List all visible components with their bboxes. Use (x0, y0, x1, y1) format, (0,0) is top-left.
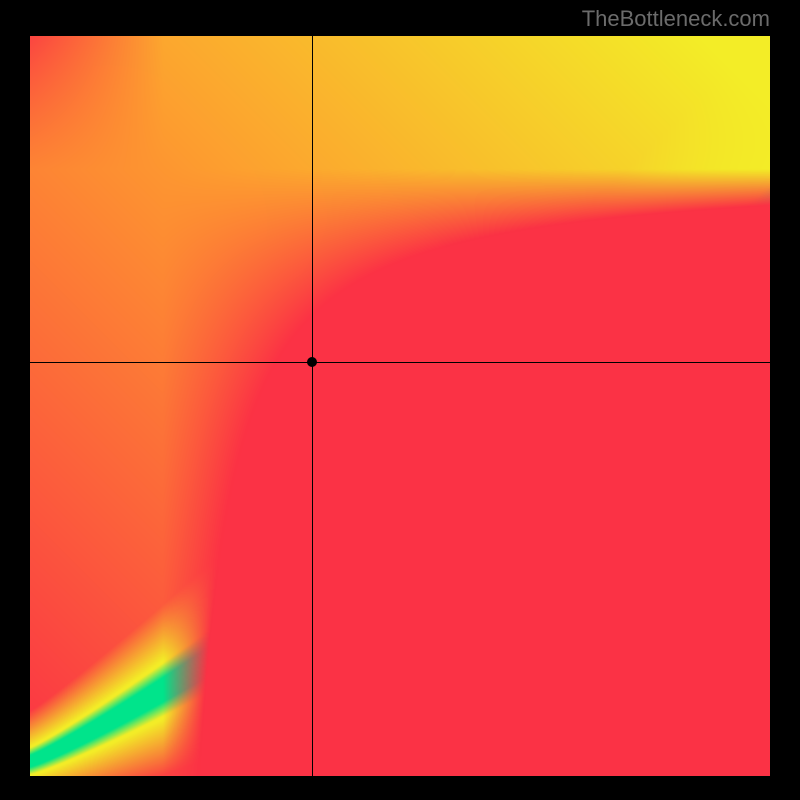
heatmap-plot (30, 36, 770, 776)
chart-container: TheBottleneck.com (0, 0, 800, 800)
watermark-text: TheBottleneck.com (582, 6, 770, 32)
crosshair-vertical (312, 36, 313, 776)
data-point-dot (307, 357, 317, 367)
heatmap-canvas (30, 36, 770, 776)
crosshair-horizontal (30, 362, 770, 363)
